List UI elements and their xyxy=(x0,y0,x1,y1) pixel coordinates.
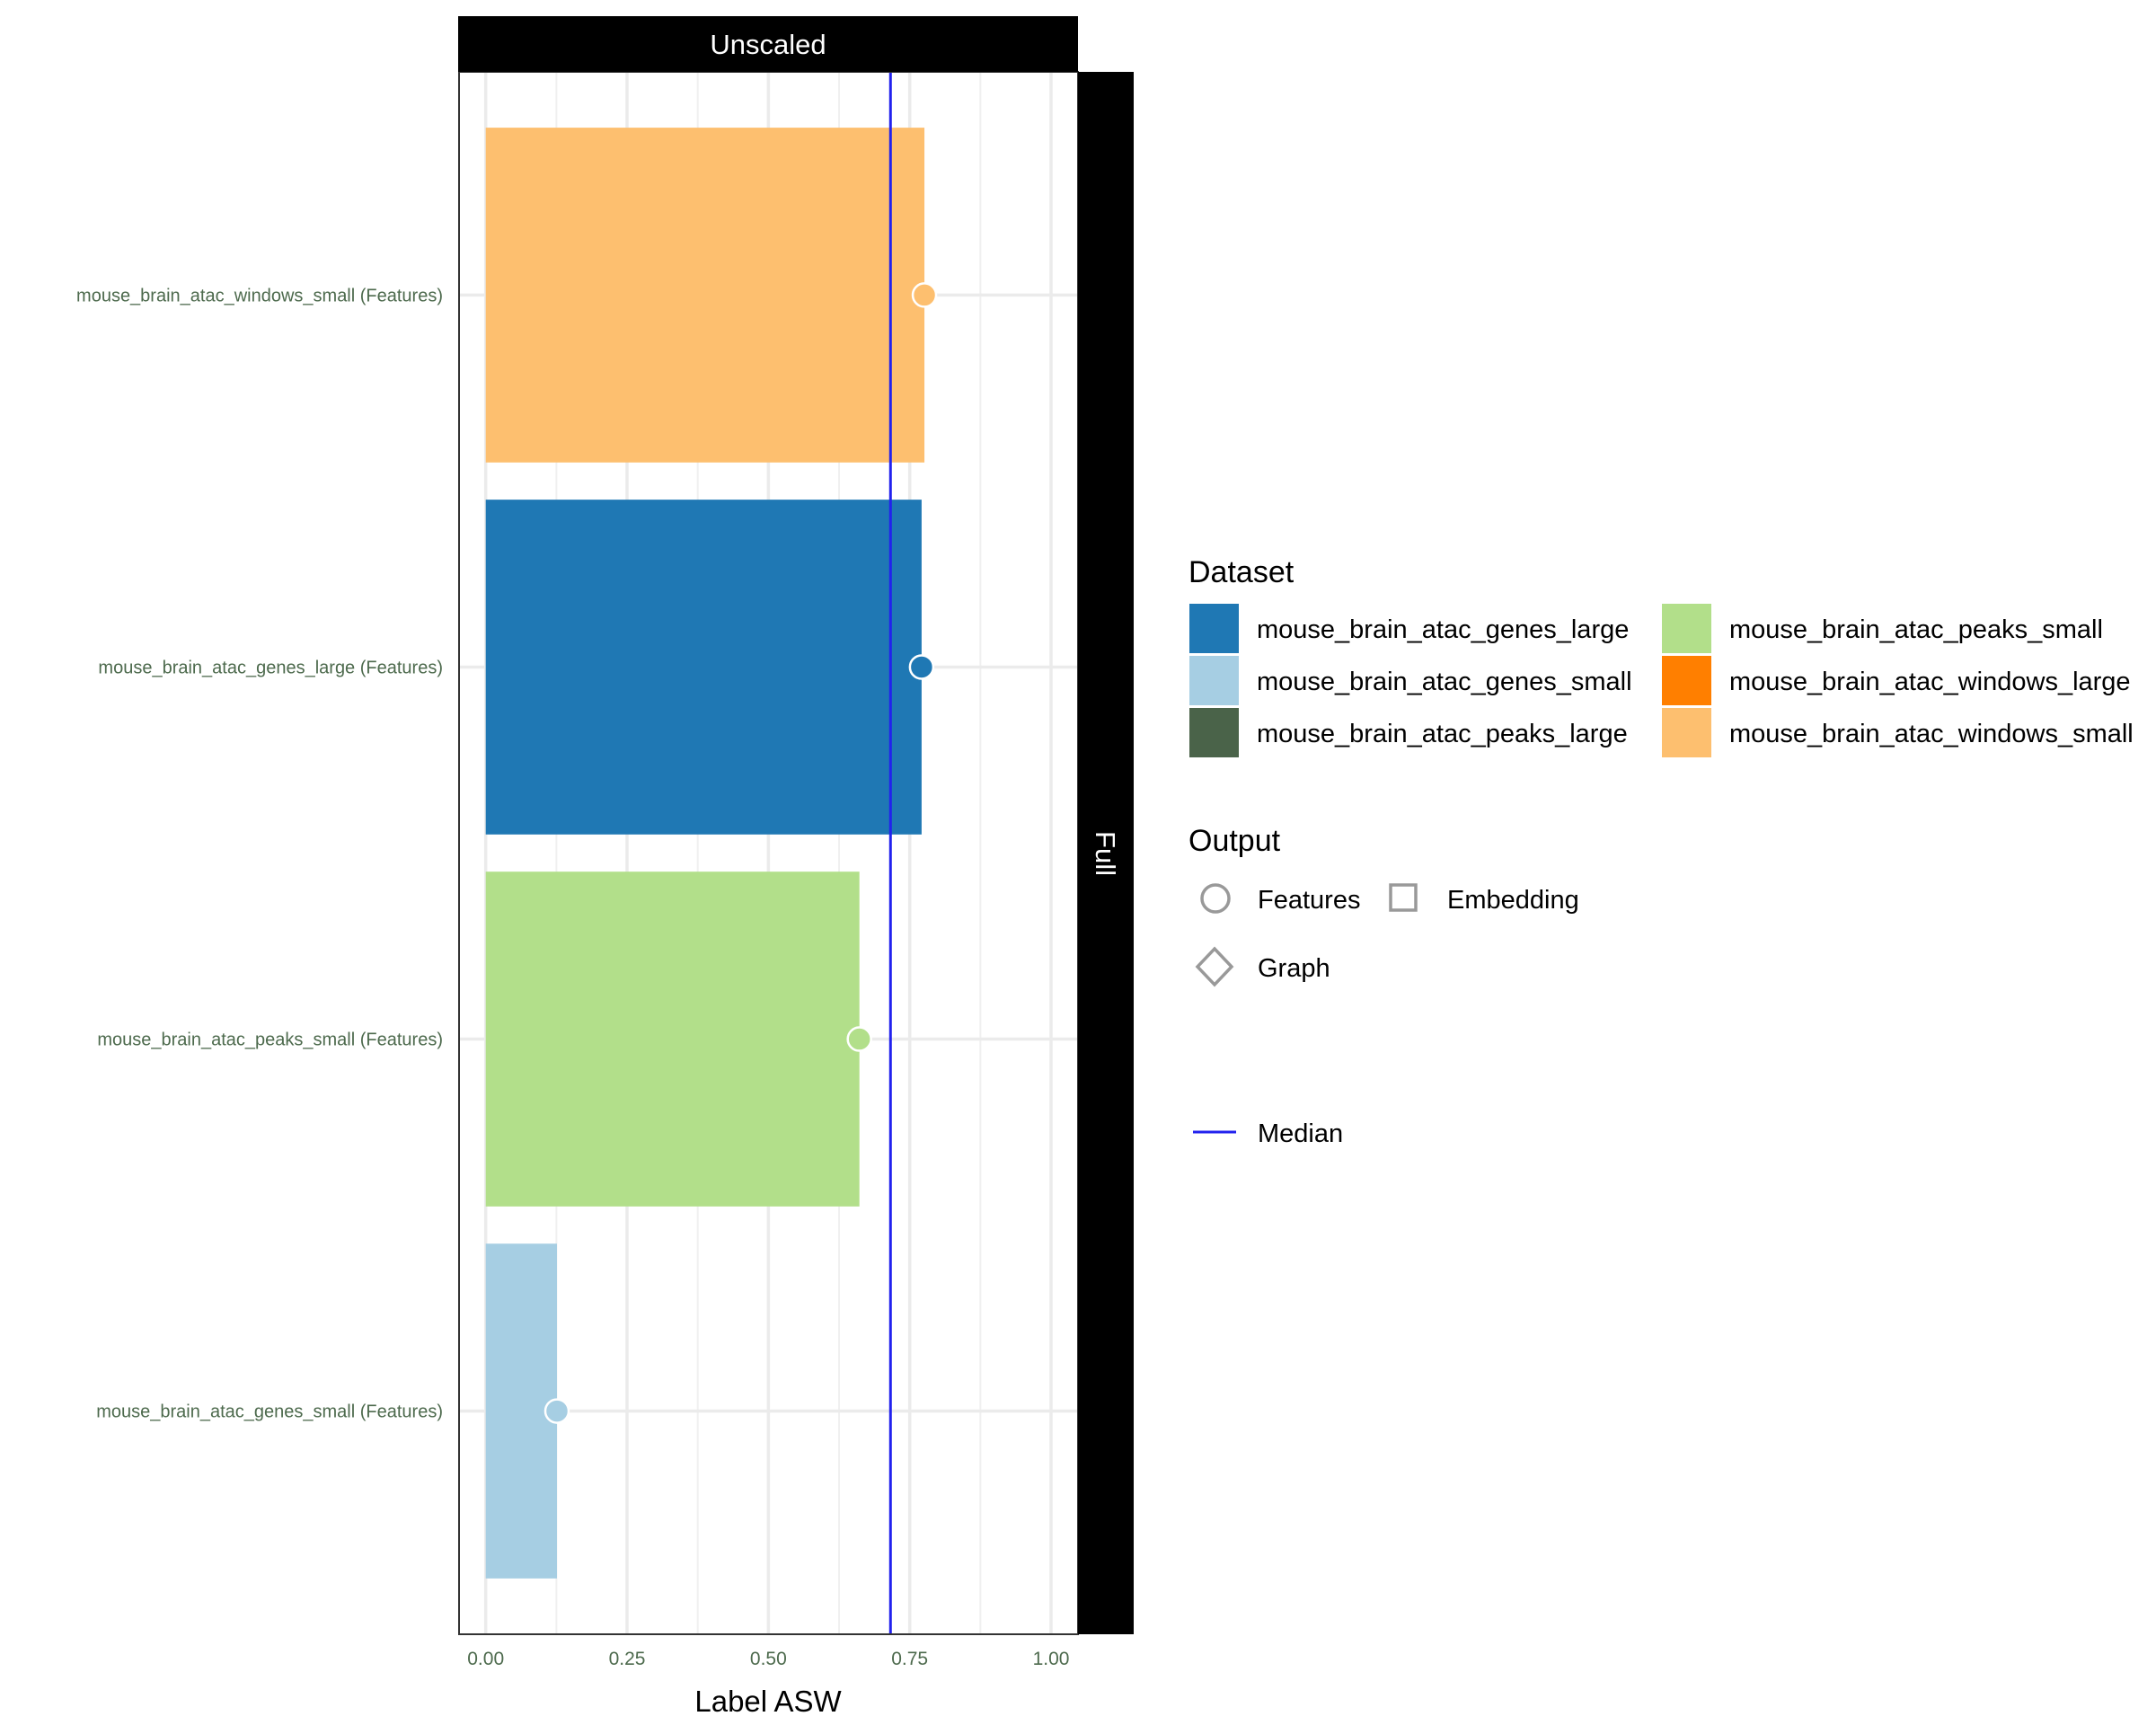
legend-dataset-label: mouse_brain_atac_windows_small xyxy=(1729,720,2134,748)
x-tick-label: 0.50 xyxy=(750,1649,787,1669)
legend-key-swatch xyxy=(1189,604,1239,653)
points xyxy=(543,282,938,1424)
legend-dataset-label: mouse_brain_atac_genes_large xyxy=(1257,615,1629,644)
x-tick-label: 1.00 xyxy=(1033,1649,1070,1669)
legend-graph-diamond-icon xyxy=(1195,946,1234,987)
y-tick-label: mouse_brain_atac_windows_small (Features… xyxy=(76,286,443,305)
bars xyxy=(485,128,925,1579)
x-axis-labels: 0.00 0.25 0.50 0.75 1.00 xyxy=(467,1649,1069,1669)
legend-dataset-label: mouse_brain_atac_genes_small xyxy=(1257,668,1632,696)
y-tick-label: mouse_brain_atac_genes_small (Features) xyxy=(96,1402,443,1422)
legend-embedding-square-icon xyxy=(1389,883,1418,912)
bar xyxy=(485,128,925,463)
x-axis-title: Label ASW xyxy=(694,1685,842,1718)
data-point xyxy=(846,1026,872,1052)
legend-dataset-label: mouse_brain_atac_peaks_small xyxy=(1729,615,2103,644)
facet-label-right: Full xyxy=(1090,831,1121,876)
facet-label-top: Unscaled xyxy=(710,29,826,60)
legend-key-swatch xyxy=(1189,656,1239,705)
legend: Dataset mouse_brain_atac_genes_largemous… xyxy=(1188,555,2134,1148)
legend-title-dataset: Dataset xyxy=(1188,555,1294,589)
facet-strip-top xyxy=(458,16,1078,72)
legend-dataset-label: mouse_brain_atac_peaks_large xyxy=(1257,720,1628,748)
bar xyxy=(485,500,922,835)
bar xyxy=(485,871,860,1207)
legend-key-swatch xyxy=(1662,604,1711,653)
legend-median-label: Median xyxy=(1258,1119,1343,1148)
legend-key-swatch xyxy=(1662,656,1711,705)
y-tick-label: mouse_brain_atac_peaks_small (Features) xyxy=(97,1031,443,1050)
legend-datasets: mouse_brain_atac_genes_large mouse_brain_… xyxy=(1189,604,2134,757)
data-point xyxy=(908,654,935,680)
facet-strip-right xyxy=(1078,72,1134,1634)
data-point xyxy=(543,1398,570,1424)
legend-output-embedding: Embedding xyxy=(1447,886,1579,915)
legend-title-output: Output xyxy=(1188,824,1281,858)
legend-features-circle-icon xyxy=(1200,883,1231,914)
data-point xyxy=(911,282,938,308)
x-tick-label: 0.00 xyxy=(467,1649,504,1669)
y-tick-label: mouse_brain_atac_genes_large (Features) xyxy=(98,658,443,677)
legend-key-swatch xyxy=(1662,708,1711,757)
plot-panel xyxy=(458,71,1079,1635)
legend-output-graph: Graph xyxy=(1258,954,1330,983)
legend-key-swatch xyxy=(1189,708,1239,757)
legend-dataset-label: mouse_brain_atac_windows_large xyxy=(1729,668,2131,696)
y-axis-labels: mouse_brain_atac_windows_small (Features… xyxy=(76,286,443,1421)
legend-output-features: Features xyxy=(1258,886,1360,915)
x-tick-label: 0.75 xyxy=(891,1649,928,1669)
x-tick-label: 0.25 xyxy=(609,1649,646,1669)
